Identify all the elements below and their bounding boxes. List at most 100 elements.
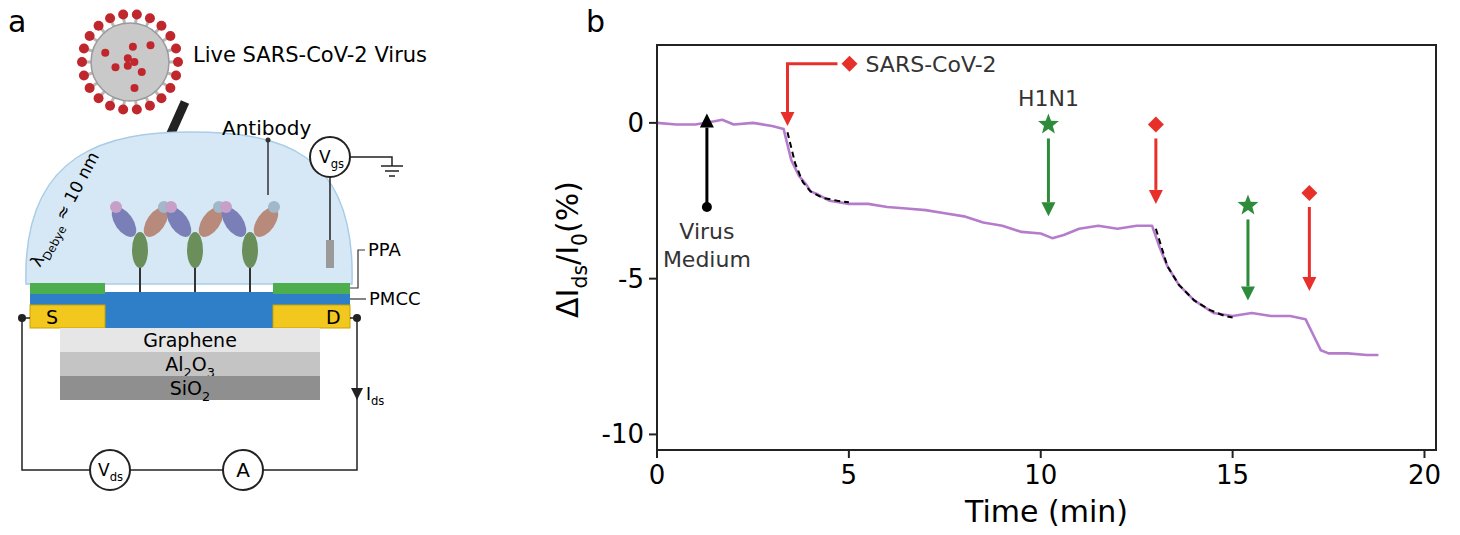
- star-marker: [1238, 195, 1259, 215]
- virus-body: [91, 23, 169, 101]
- spike: [118, 9, 128, 19]
- antibody: [217, 201, 283, 292]
- ppa-layer: [30, 283, 105, 294]
- text-part: V: [319, 147, 331, 167]
- panel-b: b05101520-10-50Time (min)ΔIds/I0(%)Virus…: [550, 4, 1441, 529]
- antibody-fc: [132, 232, 148, 268]
- spike: [77, 57, 87, 67]
- text-part: ds: [568, 265, 592, 289]
- gate-electrode: [326, 240, 334, 268]
- arrow-bend: [786, 62, 838, 65]
- antibody: [162, 201, 228, 292]
- text-part: ΔI: [550, 289, 585, 318]
- source-electrode: [30, 305, 105, 328]
- drain-voltage-label: Vds: [98, 460, 123, 484]
- virus-label: Live SARS-CoV-2 Virus: [193, 43, 427, 67]
- spike: [156, 93, 166, 103]
- leader-line: [350, 250, 365, 288]
- antibody-fc: [242, 232, 258, 268]
- plot-frame: [657, 45, 1436, 450]
- antibody-fc: [187, 232, 203, 268]
- layer-label: Graphene: [143, 329, 237, 351]
- spike: [138, 68, 146, 76]
- annotation: [1301, 185, 1317, 291]
- ammeter: [223, 450, 263, 490]
- spike: [85, 31, 95, 41]
- contact: [353, 314, 361, 322]
- text-line: Virus: [679, 219, 734, 244]
- spike: [124, 54, 132, 62]
- ground: [381, 165, 403, 167]
- spike: [79, 71, 89, 81]
- ppa-label: PPA: [368, 239, 402, 260]
- antibody-tip: [220, 201, 232, 213]
- x-tick-label: 15: [1216, 460, 1249, 490]
- contact: [18, 314, 26, 322]
- text-part: Graphene: [143, 329, 237, 351]
- fit-line: [787, 132, 848, 202]
- gate-label: Vgs: [319, 147, 344, 171]
- spike: [165, 83, 175, 93]
- wire: [22, 318, 90, 470]
- antibody-tip: [268, 201, 280, 213]
- arrow-head: [700, 114, 714, 128]
- drain-voltage-source: [90, 450, 130, 490]
- wire: [130, 469, 223, 471]
- spike: [94, 21, 104, 31]
- arrow-head: [1302, 277, 1316, 291]
- y-tick-label: 0: [627, 108, 644, 138]
- text-part: ≈ 10 nm: [48, 148, 103, 228]
- panel-label: b: [586, 4, 605, 39]
- arrow-head: [1149, 190, 1163, 204]
- arrow-head: [780, 112, 794, 126]
- text-part: Debye: [40, 223, 70, 263]
- y-tick: [649, 122, 657, 124]
- arrow-shaft: [1154, 138, 1157, 189]
- spike: [129, 43, 137, 51]
- ppa-layer: [273, 283, 350, 294]
- spike: [118, 105, 128, 115]
- text-part: Al: [165, 353, 183, 375]
- y-tick: [649, 433, 657, 435]
- spike: [101, 49, 109, 57]
- spike: [171, 43, 181, 53]
- spike: [124, 62, 132, 70]
- x-tick: [1040, 450, 1042, 458]
- y-tick-label: -5: [618, 264, 644, 294]
- spike: [132, 105, 142, 115]
- electrolyte-dome: [26, 132, 352, 284]
- panel-a: aLive SARS-CoV-2 VirusλDebye ≈ 10 nmAnti…: [8, 4, 427, 490]
- layer-label: Al2O3: [165, 353, 215, 380]
- x-tick: [1232, 450, 1234, 458]
- arrow-shaft: [1047, 138, 1050, 202]
- pmcc-label: PMCC: [369, 288, 421, 309]
- pmcc-layer: [105, 292, 273, 328]
- wire: [329, 177, 331, 240]
- diamond-marker: [841, 56, 857, 72]
- fit-line: [1156, 229, 1233, 318]
- layer-label: SiO2: [170, 377, 211, 404]
- text-part: ds: [110, 470, 123, 484]
- x-axis-title: Time (min): [964, 494, 1128, 529]
- virus-icon: [77, 9, 183, 114]
- leader-line: [350, 298, 366, 299]
- leader-dot: [266, 138, 271, 143]
- text-part: (%): [550, 181, 585, 233]
- panel-label: a: [8, 4, 26, 39]
- antibody: [107, 201, 173, 292]
- y-axis-title: ΔIds/I0(%): [550, 181, 592, 318]
- substrate-layer: [60, 328, 320, 352]
- text-part: 2: [202, 389, 210, 404]
- annotation: [1148, 116, 1164, 203]
- annotation-label: H1N1: [1018, 86, 1079, 111]
- spike: [165, 31, 175, 41]
- arrow-shaft: [1308, 207, 1311, 277]
- annotation: [1238, 195, 1259, 301]
- y-tick: [649, 278, 657, 280]
- current-arrow: [351, 388, 363, 400]
- spike: [145, 101, 155, 111]
- x-tick-label: 20: [1408, 460, 1441, 490]
- ground: [385, 170, 399, 172]
- spike: [130, 84, 138, 92]
- diamond-marker: [1301, 185, 1317, 201]
